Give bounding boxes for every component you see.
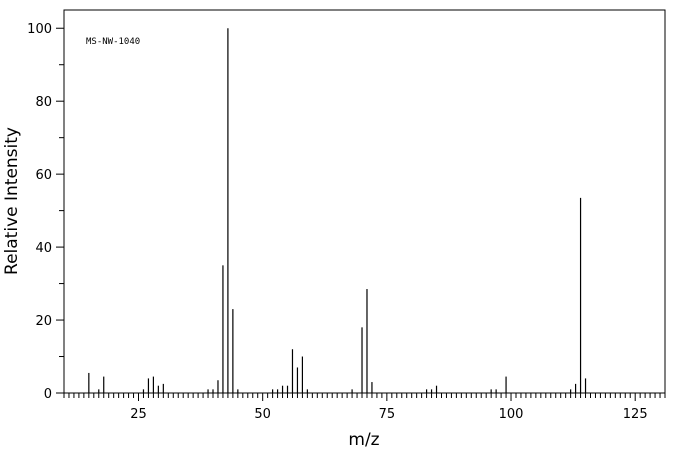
tick-labels: 25 50 75 100 125 0 20 40 60 80 100 — [27, 22, 647, 422]
y-tick-label: 0 — [44, 387, 52, 402]
y-tick-label: 100 — [27, 22, 52, 37]
y-tick-label: 40 — [35, 241, 52, 256]
spectrum-id-annotation: MS-NW-1040 — [86, 37, 140, 47]
axis-ticks — [56, 27, 666, 401]
x-tick-label: 100 — [499, 407, 524, 422]
y-tick-label: 20 — [35, 314, 52, 329]
x-tick-label: 50 — [254, 407, 271, 422]
x-tick-label: 25 — [130, 407, 147, 422]
peak-series — [88, 28, 587, 393]
plot-frame — [63, 9, 666, 394]
y-tick-label: 80 — [35, 95, 52, 110]
x-axis-title: m/z — [348, 430, 379, 450]
y-tick-label: 60 — [35, 168, 52, 183]
y-axis-title: Relative Intensity — [2, 127, 22, 275]
x-tick-label: 125 — [623, 407, 648, 422]
x-tick-label: 75 — [379, 407, 396, 422]
